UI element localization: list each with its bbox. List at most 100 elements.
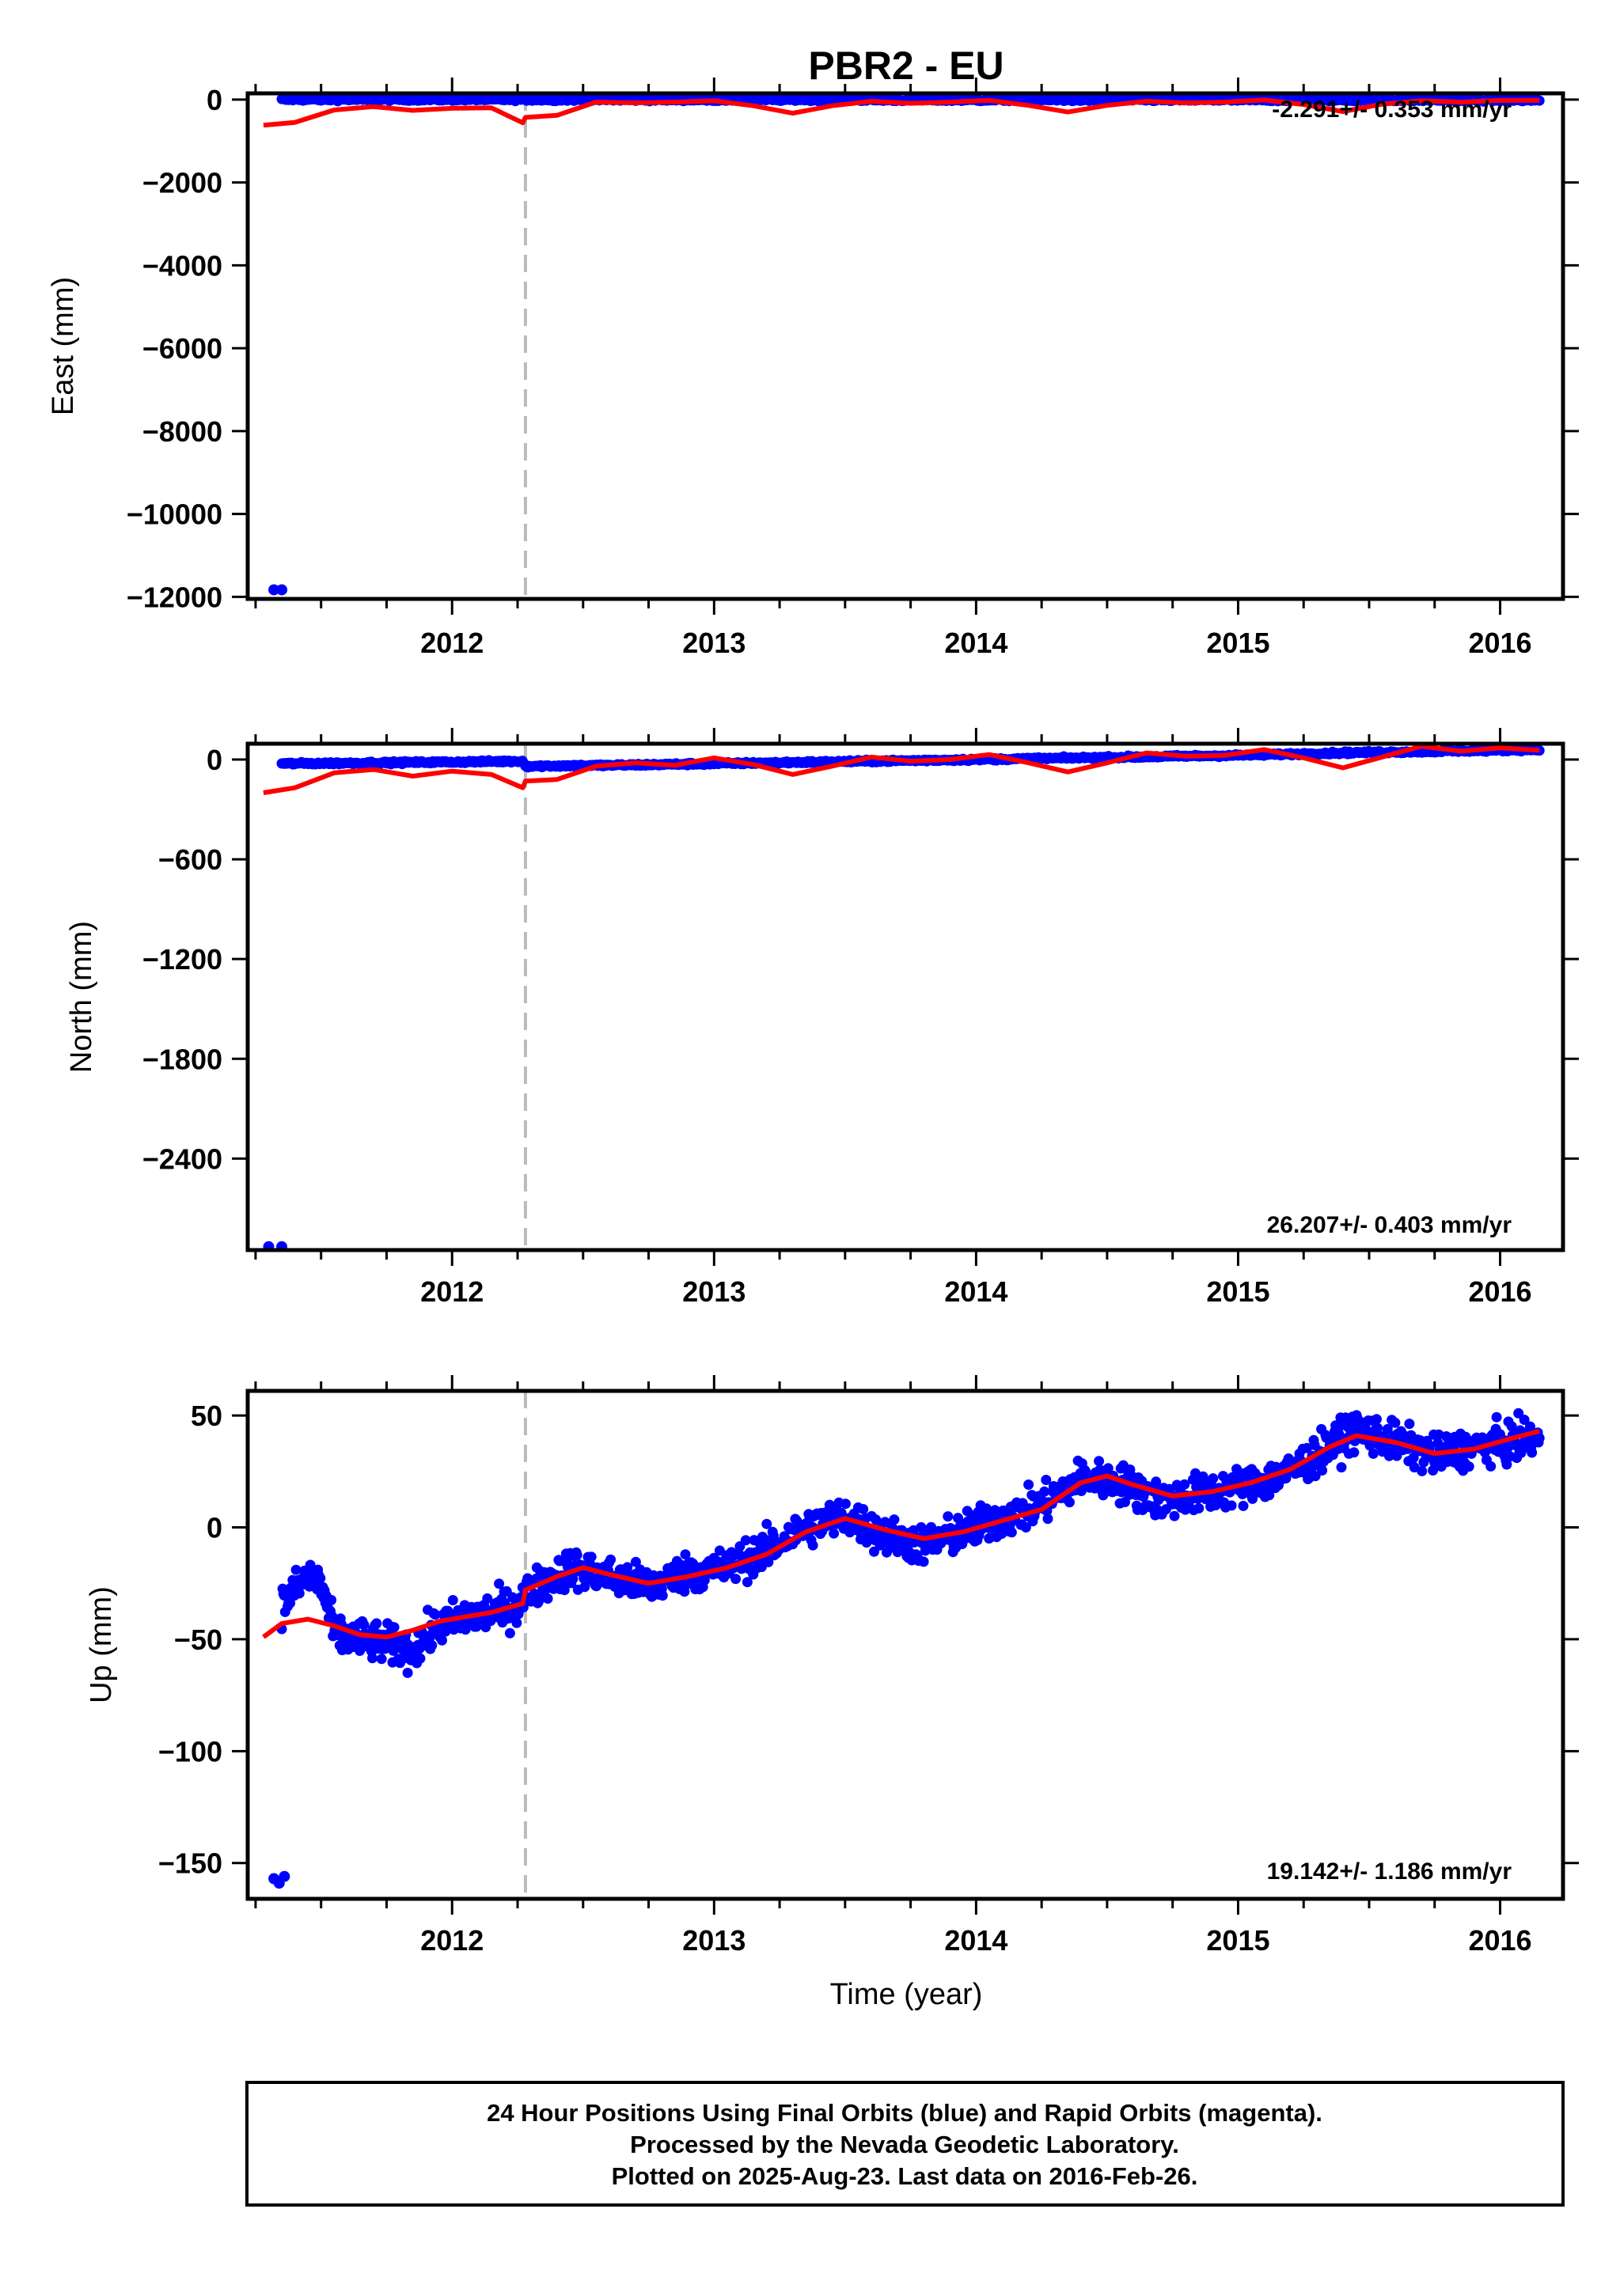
data-point	[630, 1556, 641, 1567]
y-tick-label: −150	[158, 1847, 222, 1880]
data-point	[1076, 1486, 1087, 1496]
data-point	[622, 1562, 633, 1573]
data-point	[494, 1578, 505, 1589]
data-point	[1485, 1461, 1497, 1472]
data-point	[871, 1514, 882, 1525]
y-tick-label: −8000	[142, 415, 222, 448]
x-tick-label: 2014	[944, 1275, 1007, 1308]
y-tick-label: −4000	[142, 249, 222, 282]
data-point	[1270, 1461, 1281, 1472]
y-tick-label: −2000	[142, 167, 222, 199]
panel-frame-north	[245, 741, 1565, 1252]
data-points-north	[263, 744, 1545, 1250]
data-point	[1527, 1447, 1538, 1458]
data-point	[1238, 1500, 1249, 1511]
data-point	[1197, 1471, 1208, 1482]
data-point	[511, 1617, 522, 1628]
data-point	[571, 1549, 582, 1560]
data-point	[840, 1498, 851, 1510]
footer-line-1: 24 Hour Positions Using Final Orbits (bl…	[487, 2099, 1322, 2127]
data-point	[730, 1574, 742, 1585]
data-point	[605, 1554, 617, 1565]
data-point	[315, 1573, 326, 1584]
data-point	[679, 1586, 690, 1597]
x-tick-label: 2016	[1468, 1275, 1531, 1308]
velocity-label: 19.142+/- 1.186 mm/yr	[1267, 1858, 1512, 1885]
data-point	[742, 1577, 753, 1588]
x-tick-label: 2013	[682, 1924, 746, 1957]
y-axis-label: Up (mm)	[85, 1586, 118, 1703]
footer-line-3: Plotted on 2025-Aug-23. Last data on 201…	[612, 2162, 1198, 2190]
data-point	[1151, 1476, 1162, 1487]
data-point	[1534, 1433, 1545, 1444]
data-point	[471, 1621, 482, 1632]
data-point	[1417, 1465, 1428, 1476]
data-point	[1525, 1421, 1535, 1432]
data-point	[440, 1626, 451, 1637]
data-point	[807, 1540, 818, 1551]
data-point	[657, 1590, 668, 1601]
data-point	[953, 1513, 963, 1524]
panel-east: 2012 2013 2014 2015 2016 0 −2000 −4000 −6000 −800…	[47, 78, 1579, 659]
data-point	[447, 1595, 458, 1605]
data-point	[1280, 1472, 1292, 1483]
footer-line-2: Processed by the Nevada Geodetic Laborat…	[630, 2131, 1179, 2158]
data-point	[1428, 1465, 1439, 1476]
x-tick-label: 2015	[1206, 1924, 1269, 1957]
panel-frame-east	[245, 91, 1565, 601]
data-point	[376, 1654, 387, 1665]
y-axis-label: East (mm)	[47, 277, 80, 415]
data-point	[1368, 1448, 1379, 1459]
velocity-label: -2.291+/- 0.353 mm/yr	[1272, 97, 1512, 123]
data-point	[389, 1622, 400, 1633]
plot-area-east	[263, 93, 1545, 599]
x-tick-label: 2016	[1468, 1924, 1531, 1957]
data-point	[294, 1588, 305, 1599]
data-point	[1064, 1497, 1075, 1508]
data-point	[763, 1556, 774, 1567]
data-point	[1371, 1414, 1382, 1425]
outlier-point	[268, 584, 280, 596]
y-tick-label: −12000	[127, 581, 222, 613]
data-point	[1041, 1475, 1052, 1485]
data-point	[430, 1609, 441, 1620]
footer-box: 24 Hour Positions Using Final Orbits (bl…	[245, 2081, 1565, 2207]
data-point	[558, 1577, 569, 1588]
data-point	[367, 1653, 377, 1664]
data-point	[1020, 1522, 1031, 1533]
data-point	[1463, 1461, 1474, 1472]
panel-up: 2012 2013 2014 2015 2016 50 0 −50 −100 −150 Up (mm…	[85, 1375, 1579, 1957]
data-point	[1179, 1479, 1190, 1490]
data-point	[437, 1635, 447, 1646]
plot-area-north	[263, 744, 1545, 1250]
data-point	[858, 1504, 869, 1514]
data-point	[359, 1620, 370, 1631]
data-point	[680, 1549, 691, 1560]
velocity-label: 26.207+/- 0.403 mm/yr	[1267, 1212, 1512, 1238]
plot-area-up	[262, 1391, 1545, 1899]
data-point	[1372, 1423, 1383, 1434]
data-point	[1491, 1411, 1502, 1423]
x-axis-label: Time (year)	[830, 1978, 983, 2011]
model-line-up	[262, 1428, 1540, 1640]
data-point	[285, 1597, 296, 1608]
data-point	[542, 1593, 553, 1604]
y-tick-label: −1800	[142, 1043, 222, 1075]
x-tick-label: 2015	[1206, 627, 1269, 659]
outlier-point	[263, 1241, 275, 1250]
data-point	[326, 1594, 337, 1605]
outlier-point	[276, 584, 288, 596]
data-points-east	[268, 93, 1545, 596]
data-point	[1409, 1462, 1420, 1473]
data-point	[1006, 1527, 1017, 1538]
data-point	[1193, 1502, 1205, 1514]
data-point	[740, 1535, 751, 1546]
data-point	[1208, 1473, 1219, 1484]
data-point	[1264, 1490, 1275, 1501]
data-point	[1039, 1486, 1050, 1497]
data-point	[829, 1528, 840, 1539]
x-tick-label: 2012	[420, 1275, 484, 1308]
y-tick-label: 0	[207, 84, 222, 116]
panel-frame-up	[245, 1389, 1565, 1901]
